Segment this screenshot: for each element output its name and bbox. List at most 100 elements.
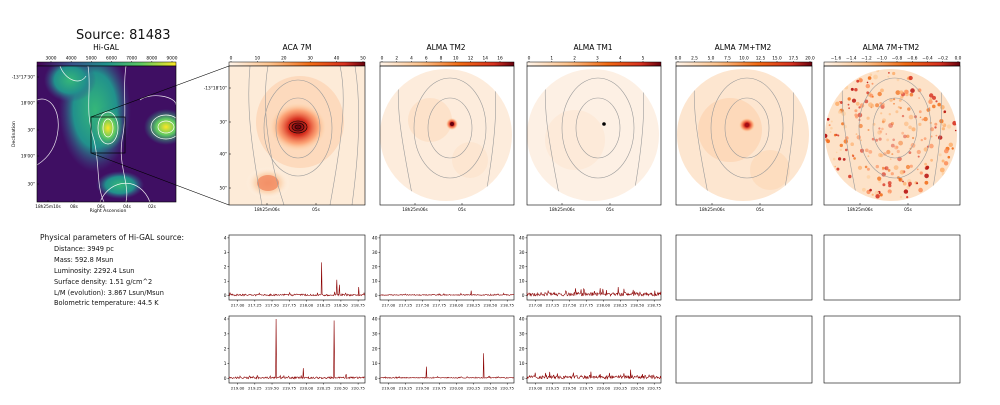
param-luminosity: Luminosity: 2292.4 Lsun	[54, 266, 135, 275]
spectrum-xtick-label: 219.50	[265, 386, 279, 391]
spectrum-xtick-label: 220.25	[613, 386, 627, 391]
speckle-dot	[875, 138, 878, 142]
tm2-panel: ALMA TM2 0 2 4 6 8 10 12 14 16 18h25m06s 05s	[379, 43, 515, 213]
spectrum-ytick-label: 20	[519, 346, 525, 352]
speckle-dot	[932, 95, 936, 100]
speckle-dot	[871, 193, 874, 196]
spectrum-xtick-label: 217.00	[529, 303, 543, 308]
speckle-dot	[889, 158, 892, 160]
speckle-dot	[943, 110, 947, 113]
speckle-dot	[868, 150, 873, 154]
speckle-dot	[916, 182, 919, 185]
speckle-dot	[862, 187, 866, 192]
7mtm2b-xtick-label: 18h25m06s	[847, 207, 873, 213]
spectrum-xtick-label: 219.25	[399, 386, 413, 391]
speckle-dot	[912, 136, 915, 140]
tm1-axis-ticks: 18h25m06s 05s	[549, 203, 615, 213]
spectrum-xtick-label: 220.75	[351, 386, 365, 391]
spectrum-ytick-label: 30	[372, 331, 378, 337]
spectrum-ytick-label: 20	[372, 264, 378, 270]
speckle-dot	[938, 135, 943, 140]
colorbar-7mtm2b-tick-label: −1.0	[877, 56, 888, 62]
higal-xlabel: Right Ascension	[90, 208, 127, 214]
spectrum-ytick-label: 0	[522, 293, 525, 299]
speckle-dot	[917, 88, 922, 93]
colorbar-ticks-tm1: 0 1 2 3 4 5	[528, 56, 645, 62]
speckle-dot	[877, 130, 882, 135]
speckle-dot	[851, 98, 857, 103]
colorbar-tm1-tick-label: 3	[596, 56, 599, 62]
speckle-dot	[825, 133, 828, 138]
speckle-dot	[935, 100, 938, 103]
speckle-dot	[866, 91, 870, 95]
speckle-dot	[854, 109, 858, 113]
speckle-dot	[867, 129, 870, 131]
speckle-dot	[848, 174, 852, 179]
speckle-dot	[867, 155, 870, 158]
tm1-xtick-label: 18h25m06s	[549, 207, 575, 213]
7mtm2-panel: ALMA 7M+TM2 0.0 2.5 5.0 7.5 10.0 12.5 15.0 17.5…	[675, 43, 815, 213]
panel-title-tm1: ALMA TM1	[573, 43, 612, 52]
speckle-dot	[892, 138, 895, 142]
colorbar-7mtm2b-tick-label: 0.0	[955, 56, 962, 62]
spectrum-ytick-label: 1	[224, 279, 227, 285]
spectrum-xtick-label: 220.50	[483, 386, 497, 391]
colorbar-tm2-tick-label: 4	[410, 56, 413, 62]
speckle-dot	[882, 118, 886, 123]
speckle-dot	[941, 172, 946, 176]
spectrum-xtick-label: 218.00	[597, 303, 611, 308]
physical-parameters: Physical parameters of Hi-GAL source: Di…	[40, 233, 184, 309]
colorbar-higal-tick-label: 4000	[66, 56, 77, 62]
zoom-line-bottom	[90, 152, 230, 206]
colorbar-7mtm2-tick-label: 12.5	[756, 56, 766, 62]
panel-title-7mtm2b: ALMA 7M+TM2	[863, 43, 920, 52]
speckle-dot	[902, 180, 904, 183]
speckle-dot	[928, 107, 931, 109]
colorbar-tm2-tick-label: 14	[483, 56, 489, 62]
aca7m-xtick-label: 18h25m06s	[254, 207, 280, 213]
speckle-dot	[888, 113, 891, 116]
spectrum-ytick-label: 1	[224, 361, 227, 367]
higal-image	[37, 66, 176, 202]
speckle-dot	[937, 102, 941, 107]
speckle-dot	[843, 139, 848, 144]
speckle-dot	[869, 188, 872, 192]
spectrum-frame	[228, 234, 366, 301]
spectrum-xtick-label: 218.50	[483, 303, 497, 308]
speckle-dot	[925, 165, 930, 169]
higal-xtick-label: 06s	[97, 204, 105, 210]
panel-title-aca7m: ACA 7M	[283, 43, 312, 52]
speckle-dot	[908, 75, 913, 81]
spectrum-xtick-label: 217.75	[433, 303, 447, 308]
speckle-dot	[865, 83, 870, 89]
speckle-dot	[873, 74, 878, 80]
spectrum-xtick-label: 218.50	[630, 303, 644, 308]
speckle-dot	[904, 121, 909, 127]
speckle-dot	[902, 181, 907, 186]
spectrum-xtick-label: 217.50	[265, 303, 279, 308]
colorbar-higal	[36, 61, 177, 67]
speckle-dot	[841, 122, 845, 126]
colorbar-tm1	[526, 61, 662, 67]
spectrum-xtick-label: 220.50	[334, 386, 348, 391]
tm2-xtick-label: 05s	[458, 207, 466, 213]
speckle-dot	[871, 82, 874, 85]
spectrum-ytick-label: 20	[519, 264, 525, 270]
speckle-dot	[842, 158, 846, 161]
spectrum-tm1_lsb: 217.00 217.25 217.50 217.75 218.00 218.25 218.…	[519, 234, 662, 308]
speckle-dot	[903, 134, 907, 139]
spectrum-xtick-label: 219.25	[248, 386, 262, 391]
speckle-dot	[830, 126, 833, 130]
spectrum-ytick-label: 30	[519, 250, 525, 256]
colorbar-7mtm2-tick-label: 15.0	[772, 56, 782, 62]
speckle-dot	[844, 85, 849, 90]
speckle-dot	[850, 87, 854, 91]
speckle-dot	[878, 179, 882, 184]
speckle-dot	[951, 147, 954, 150]
higal-axis-ticks: 18h25m10s 08s 06s 04s 02s -13°17'30" 18'00" 30"…	[12, 75, 157, 211]
speckle-dot	[930, 158, 933, 162]
spectrum-ytick-label: 3	[224, 250, 227, 256]
panel-title-tm2: ALMA TM2	[426, 43, 465, 52]
speckle-dot	[848, 107, 850, 110]
speckle-dot	[908, 125, 912, 130]
